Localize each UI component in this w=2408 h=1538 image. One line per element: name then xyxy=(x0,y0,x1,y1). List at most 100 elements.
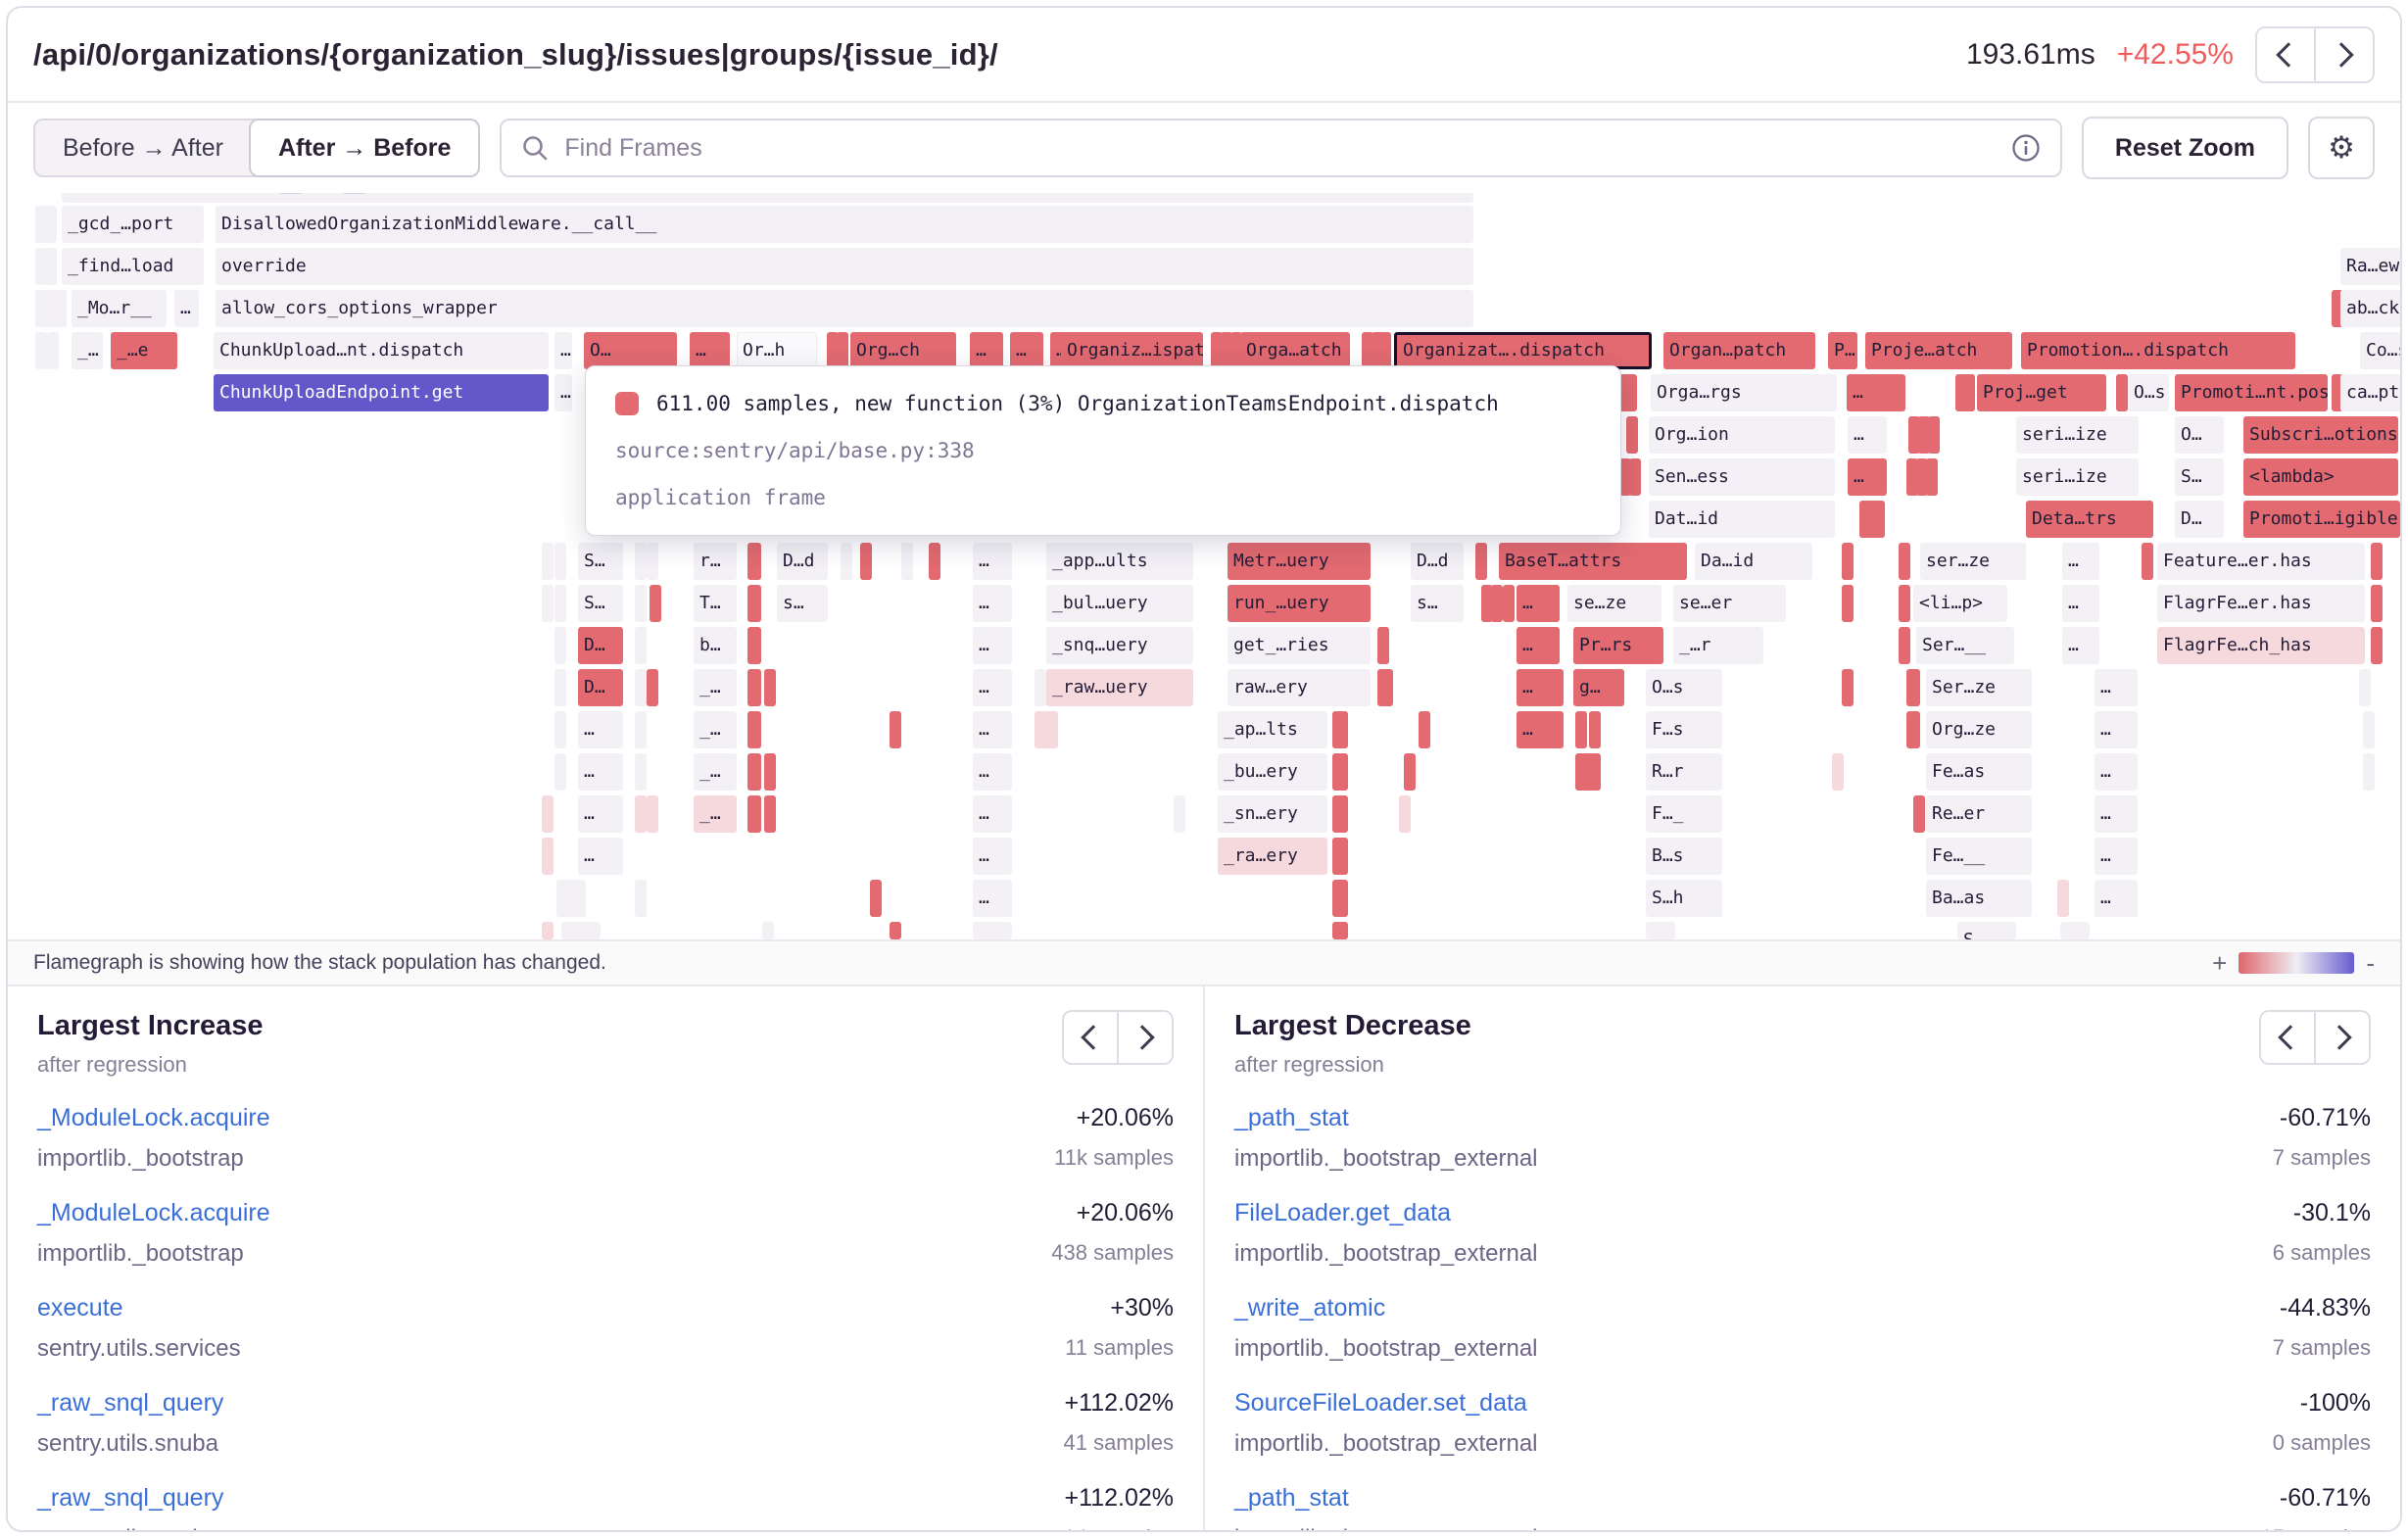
flame-frame[interactable]: … xyxy=(578,838,623,875)
flame-frame[interactable] xyxy=(747,543,761,580)
flame-frame[interactable] xyxy=(1646,922,1675,939)
flame-frame[interactable] xyxy=(635,711,647,748)
function-link[interactable]: FileLoader.get_data xyxy=(1234,1199,1452,1226)
flame-frame[interactable]: BaseT…attrs xyxy=(1499,543,1687,580)
flame-frame[interactable] xyxy=(1575,753,1601,791)
flame-frame[interactable]: … xyxy=(578,711,623,748)
flame-frame[interactable]: S… xyxy=(2175,458,2224,496)
flame-frame[interactable]: Ser…__ xyxy=(1916,627,2014,664)
flame-frame[interactable] xyxy=(635,880,647,917)
flame-frame[interactable]: … xyxy=(1517,711,1564,748)
function-link[interactable]: _path_stat xyxy=(1234,1104,1349,1131)
flame-frame[interactable]: … xyxy=(690,332,730,369)
flame-frame[interactable]: _app…ults xyxy=(1046,543,1193,580)
flame-frame[interactable]: se…ze xyxy=(1567,585,1662,622)
flame-frame[interactable] xyxy=(747,753,761,791)
function-link[interactable]: execute xyxy=(37,1294,123,1322)
flame-frame[interactable] xyxy=(1404,753,1416,791)
flame-frame[interactable] xyxy=(1491,585,1503,622)
flame-frame[interactable]: … xyxy=(2095,753,2138,791)
flame-frame[interactable]: run_…uery xyxy=(1228,585,1371,622)
flame-frame[interactable] xyxy=(35,290,47,327)
function-link[interactable]: _raw_snql_query xyxy=(37,1389,224,1417)
flame-frame[interactable] xyxy=(1332,753,1348,791)
flame-frame[interactable]: Orga…atch xyxy=(1240,332,1350,369)
flame-frame[interactable]: Proje…atch xyxy=(1865,332,2012,369)
flame-frame[interactable]: _…r xyxy=(1673,627,1763,664)
flame-frame[interactable] xyxy=(1503,585,1515,622)
flame-frame[interactable] xyxy=(45,290,57,327)
flame-frame[interactable] xyxy=(1832,753,1844,791)
flame-frame[interactable] xyxy=(1629,458,1641,496)
flame-frame[interactable] xyxy=(2371,585,2383,622)
flame-frame[interactable]: … xyxy=(973,543,1012,580)
flame-frame[interactable]: D… xyxy=(578,669,623,706)
flame-frame[interactable] xyxy=(650,585,661,622)
flame-frame[interactable]: S… xyxy=(578,543,623,580)
flame-frame[interactable]: F…_ xyxy=(1646,795,1722,833)
prev-transaction-button[interactable] xyxy=(2257,27,2314,81)
flame-frame[interactable] xyxy=(2060,922,2090,939)
flame-frame[interactable]: … xyxy=(973,669,1012,706)
flame-frame[interactable] xyxy=(1906,458,1918,496)
flame-frame[interactable] xyxy=(1906,711,1920,748)
flame-frame[interactable]: … xyxy=(973,753,1012,791)
flame-frame[interactable]: raw…ery xyxy=(1228,669,1371,706)
flame-frame[interactable] xyxy=(2057,880,2069,917)
reset-zoom-button[interactable]: Reset Zoom xyxy=(2081,117,2288,179)
flame-frame[interactable] xyxy=(1035,669,1046,706)
flame-frame[interactable] xyxy=(554,585,566,622)
flame-frame[interactable] xyxy=(554,711,566,748)
flame-frame[interactable]: … xyxy=(1847,374,1905,411)
flame-frame[interactable]: … xyxy=(2062,543,2099,580)
flame-frame[interactable] xyxy=(556,880,586,917)
flame-frame[interactable]: Promoti…nt.post xyxy=(2175,374,2328,411)
flamegraph[interactable]: 611.00 samples, new function (3%) Organi… xyxy=(8,193,2400,939)
flame-frame[interactable]: S… xyxy=(578,585,623,622)
flame-frame[interactable]: Or…h xyxy=(737,332,817,369)
flame-frame[interactable]: … xyxy=(174,290,199,327)
flame-frame[interactable]: _… xyxy=(694,669,737,706)
flame-frame[interactable]: Org…ch xyxy=(850,332,956,369)
flame-frame[interactable]: Organiz…ispatch xyxy=(1061,332,1203,369)
flame-frame[interactable] xyxy=(1619,374,1637,411)
flame-frame[interactable]: … xyxy=(973,711,1012,748)
flame-frame[interactable]: Co…st xyxy=(2360,332,2400,369)
flame-frame[interactable] xyxy=(1377,627,1389,664)
function-link[interactable]: _write_atomic xyxy=(1234,1294,1386,1322)
flame-frame[interactable] xyxy=(635,669,647,706)
flame-frame[interactable]: R…r xyxy=(1646,753,1722,791)
flame-frame[interactable] xyxy=(837,332,848,369)
flame-frame[interactable] xyxy=(647,795,658,833)
flame-frame[interactable] xyxy=(764,669,776,706)
flame-frame[interactable]: … xyxy=(1848,416,1887,454)
flame-frame[interactable]: Proj…get xyxy=(1977,374,2106,411)
flame-frame[interactable] xyxy=(635,543,647,580)
flame-frame[interactable]: O…s xyxy=(2128,374,2169,411)
increase-next-button[interactable] xyxy=(1117,1012,1172,1063)
flame-frame[interactable]: … xyxy=(2062,627,2099,664)
function-link[interactable]: _path_stat xyxy=(1234,1484,1349,1512)
flame-frame[interactable]: Ser…ze xyxy=(1926,669,2032,706)
flame-frame[interactable] xyxy=(747,795,761,833)
flame-frame[interactable] xyxy=(1332,922,1348,939)
flame-frame[interactable]: P… xyxy=(1828,332,1857,369)
flame-frame[interactable]: s… xyxy=(777,585,828,622)
flame-frame[interactable] xyxy=(2363,753,2375,791)
flame-frame[interactable] xyxy=(1211,332,1223,369)
decrease-prev-button[interactable] xyxy=(2261,1012,2314,1063)
flame-frame[interactable]: … xyxy=(2095,880,2138,917)
flame-frame[interactable]: _ap…lts xyxy=(1218,711,1327,748)
flame-frame[interactable]: _… xyxy=(694,711,737,748)
flame-frame[interactable]: _find…load xyxy=(62,248,204,285)
flame-frame[interactable]: … xyxy=(2062,585,2099,622)
flame-frame[interactable] xyxy=(2371,543,2383,580)
flame-frame[interactable]: _…e xyxy=(111,332,177,369)
flame-frame[interactable] xyxy=(890,711,901,748)
flame-frame[interactable]: … xyxy=(2095,795,2138,833)
decrease-next-button[interactable] xyxy=(2314,1012,2369,1063)
flame-frame[interactable]: Fe…__ xyxy=(1926,838,2032,875)
flame-frame[interactable] xyxy=(1475,543,1487,580)
flame-frame[interactable] xyxy=(635,795,647,833)
flame-frame[interactable] xyxy=(1899,543,1910,580)
